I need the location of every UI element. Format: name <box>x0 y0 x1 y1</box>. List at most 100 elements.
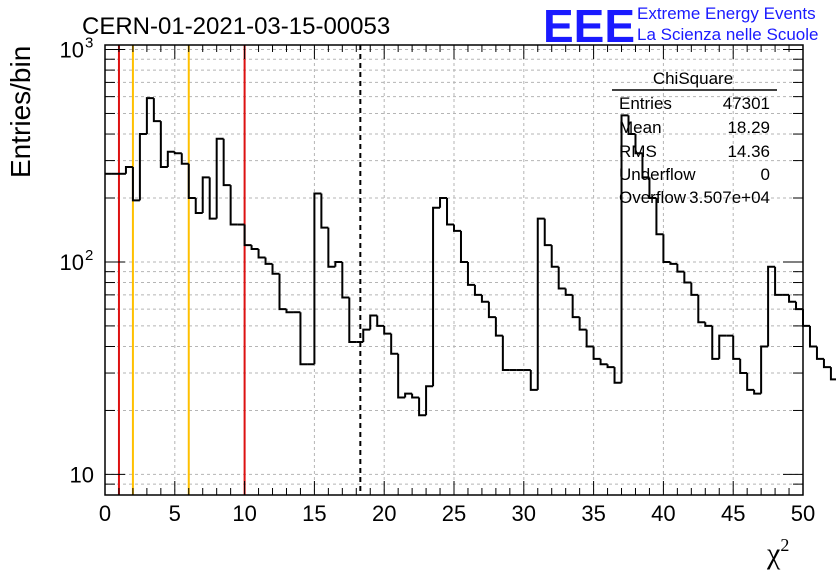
histogram-bin <box>208 177 217 220</box>
stats-value-rms: 14.36 <box>727 142 770 161</box>
axes <box>104 44 804 496</box>
stats-label-underflow: Underflow <box>619 165 696 184</box>
histogram-bin <box>578 317 587 331</box>
histogram-bin <box>536 217 545 390</box>
x-tick-label: 45 <box>721 501 745 526</box>
histogram-bin <box>229 185 238 226</box>
x-tick-label: 35 <box>581 501 605 526</box>
histogram-bin <box>257 249 266 259</box>
histogram-bin <box>788 294 797 303</box>
histogram-bin <box>487 301 496 319</box>
stats-label-mean: Mean <box>619 118 662 137</box>
stats-label-overflow: Overflow <box>619 188 687 207</box>
histogram-bin <box>166 150 175 167</box>
y-tick-label-exponent: 3 <box>85 35 93 52</box>
stats-value-underflow: 0 <box>761 165 770 184</box>
grid-lines <box>105 45 803 496</box>
y-tick-label: 10 <box>60 38 84 63</box>
x-tick-label: 20 <box>372 501 396 526</box>
histogram-bin <box>327 227 336 268</box>
histogram-bin <box>369 314 378 330</box>
histogram-bin <box>243 224 252 247</box>
histogram-bin <box>348 297 357 343</box>
histogram-bin <box>592 346 601 360</box>
histogram-bin <box>627 115 636 136</box>
histogram-bin <box>362 328 371 342</box>
x-tick-label: 50 <box>791 501 815 526</box>
histogram-bin <box>453 224 461 232</box>
x-tick-label: 40 <box>651 501 675 526</box>
histogram-bin <box>383 325 392 335</box>
histogram-bin <box>683 271 692 284</box>
x-tick-label: 0 <box>99 501 111 526</box>
histogram-bin <box>613 367 622 384</box>
histogram-bin <box>620 114 629 383</box>
statistics-box: ChiSquare Entries 47301 Mean 18.29 RMS 1… <box>612 69 777 207</box>
histogram-bin <box>194 198 203 214</box>
histogram-bin <box>390 333 399 355</box>
run-title: CERN-01-2021-03-15-00053 <box>82 13 390 40</box>
stats-label-rms: RMS <box>619 142 657 161</box>
histogram-bin <box>271 263 280 275</box>
histogram-bin <box>571 294 580 319</box>
histogram-bin <box>760 345 769 394</box>
stats-value-entries: 47301 <box>723 94 770 113</box>
reference-lines <box>117 45 362 495</box>
histogram-bin <box>222 138 231 187</box>
histogram-bin <box>341 261 350 299</box>
histogram-bin <box>501 335 510 372</box>
histogram-bin <box>648 177 657 200</box>
histogram-bin <box>585 329 594 348</box>
histogram-bin <box>808 325 817 348</box>
histogram-bin <box>606 364 615 369</box>
histogram-bin <box>173 151 182 155</box>
y-tick-label: 10 <box>60 250 84 275</box>
histogram-bin <box>264 257 273 265</box>
histogram-bin <box>124 165 133 174</box>
logo-caption-line1: Extreme Energy Events <box>637 4 816 23</box>
stats-label-entries: Entries <box>619 94 672 113</box>
histogram-bin <box>334 260 343 267</box>
histogram-bin <box>718 334 727 359</box>
histogram-bin <box>543 218 552 247</box>
histogram-bin <box>753 389 762 395</box>
histogram-bin <box>145 97 154 135</box>
y-tick-label: 10 <box>70 462 94 487</box>
histogram-bin <box>564 288 573 296</box>
x-tick-label: 25 <box>442 501 466 526</box>
histogram-bin <box>131 166 140 202</box>
histogram-bin <box>201 176 210 213</box>
histogram-bin <box>599 358 608 366</box>
histogram-bin <box>411 393 420 399</box>
histogram-bin <box>711 325 720 360</box>
x-axis-label: χ2 <box>766 535 789 570</box>
plot-frame <box>104 44 804 496</box>
histogram-bin <box>313 192 322 365</box>
stats-title: ChiSquare <box>653 69 733 88</box>
histogram-bin <box>439 197 448 208</box>
x-tick-label: 15 <box>302 501 326 526</box>
histogram-bin <box>397 353 406 399</box>
histogram-bin <box>557 266 566 290</box>
histogram-bin <box>669 261 678 265</box>
histogram-bin <box>376 315 385 327</box>
y-axis-label: Entries/bin <box>5 46 36 178</box>
histogram-bin <box>446 198 454 226</box>
histogram-bin <box>473 284 482 296</box>
histogram-bin <box>641 153 650 179</box>
histogram-bin <box>418 397 427 417</box>
histogram-bin <box>690 282 699 296</box>
histogram-bin <box>529 370 538 391</box>
histogram-bin <box>425 385 434 416</box>
x-tick-label: 10 <box>232 501 256 526</box>
histogram-bin <box>215 137 224 219</box>
histogram-bin <box>739 358 748 375</box>
histogram-bin <box>655 198 664 236</box>
histogram-bin <box>320 193 329 229</box>
histogram-bin <box>432 206 441 387</box>
histogram-bin <box>278 273 287 311</box>
histogram-bin <box>822 358 831 369</box>
histogram-bin <box>697 294 706 324</box>
